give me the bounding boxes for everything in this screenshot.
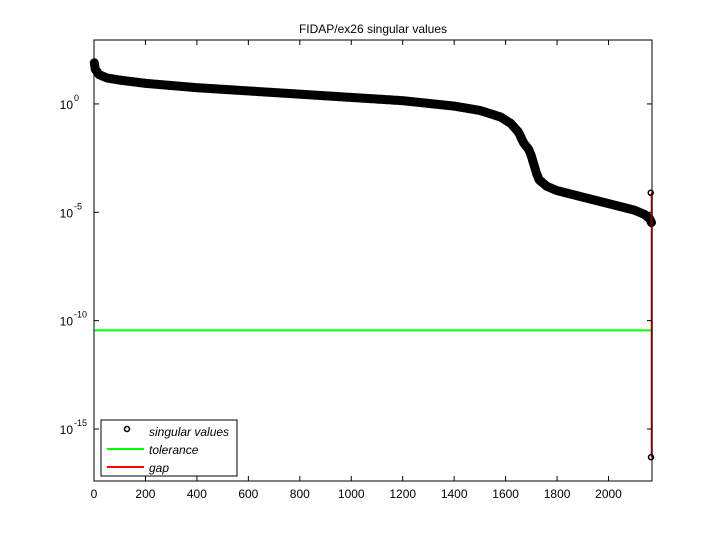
x-tick-label: 1600 [492,487,519,501]
x-tick-label: 1800 [544,487,571,501]
x-tick-label: 600 [238,487,258,501]
axes-box [93,39,653,482]
x-tick-label: 1400 [441,487,468,501]
x-tick-label: 2000 [595,487,622,501]
y-tick-exponent: -15 [74,418,87,428]
y-tick-exponent: -5 [74,201,82,211]
x-tick-label: 1000 [338,487,365,501]
x-axis-ticks: 0 200 400 600 800 1000 1200 1400 1600 1800 2000 [91,40,622,501]
plot-area: 0 200 400 600 800 1000 1200 1400 1600 1800 2000 10… [60,39,656,501]
y-tick-exponent: 0 [74,93,79,103]
x-tick-label: 1200 [389,487,416,501]
y-tick-label: 10 [60,98,74,112]
legend-marker-singular-values-icon [123,425,131,433]
singular-values-curve [89,58,656,228]
chart-title: FIDAP/ex26 singular values [299,22,447,36]
y-tick-label: 10 [60,423,74,437]
legend: singular values tolerance gap [100,419,238,477]
x-tick-label: 400 [187,487,207,501]
gap-top-marker [647,189,654,197]
x-tick-label: 800 [290,487,310,501]
last-singular-value-marker [647,453,655,461]
legend-label-gap: gap [149,461,169,475]
legend-label-tolerance: tolerance [149,443,199,457]
y-tick-label: 10 [60,206,74,220]
y-tick-exponent: -10 [74,310,87,320]
singular-values-markers [89,58,656,228]
y-tick-label: 10 [60,315,74,329]
x-tick-label: 200 [135,487,155,501]
x-tick-label: 0 [91,487,98,501]
legend-label-singular-values: singular values [149,425,229,439]
